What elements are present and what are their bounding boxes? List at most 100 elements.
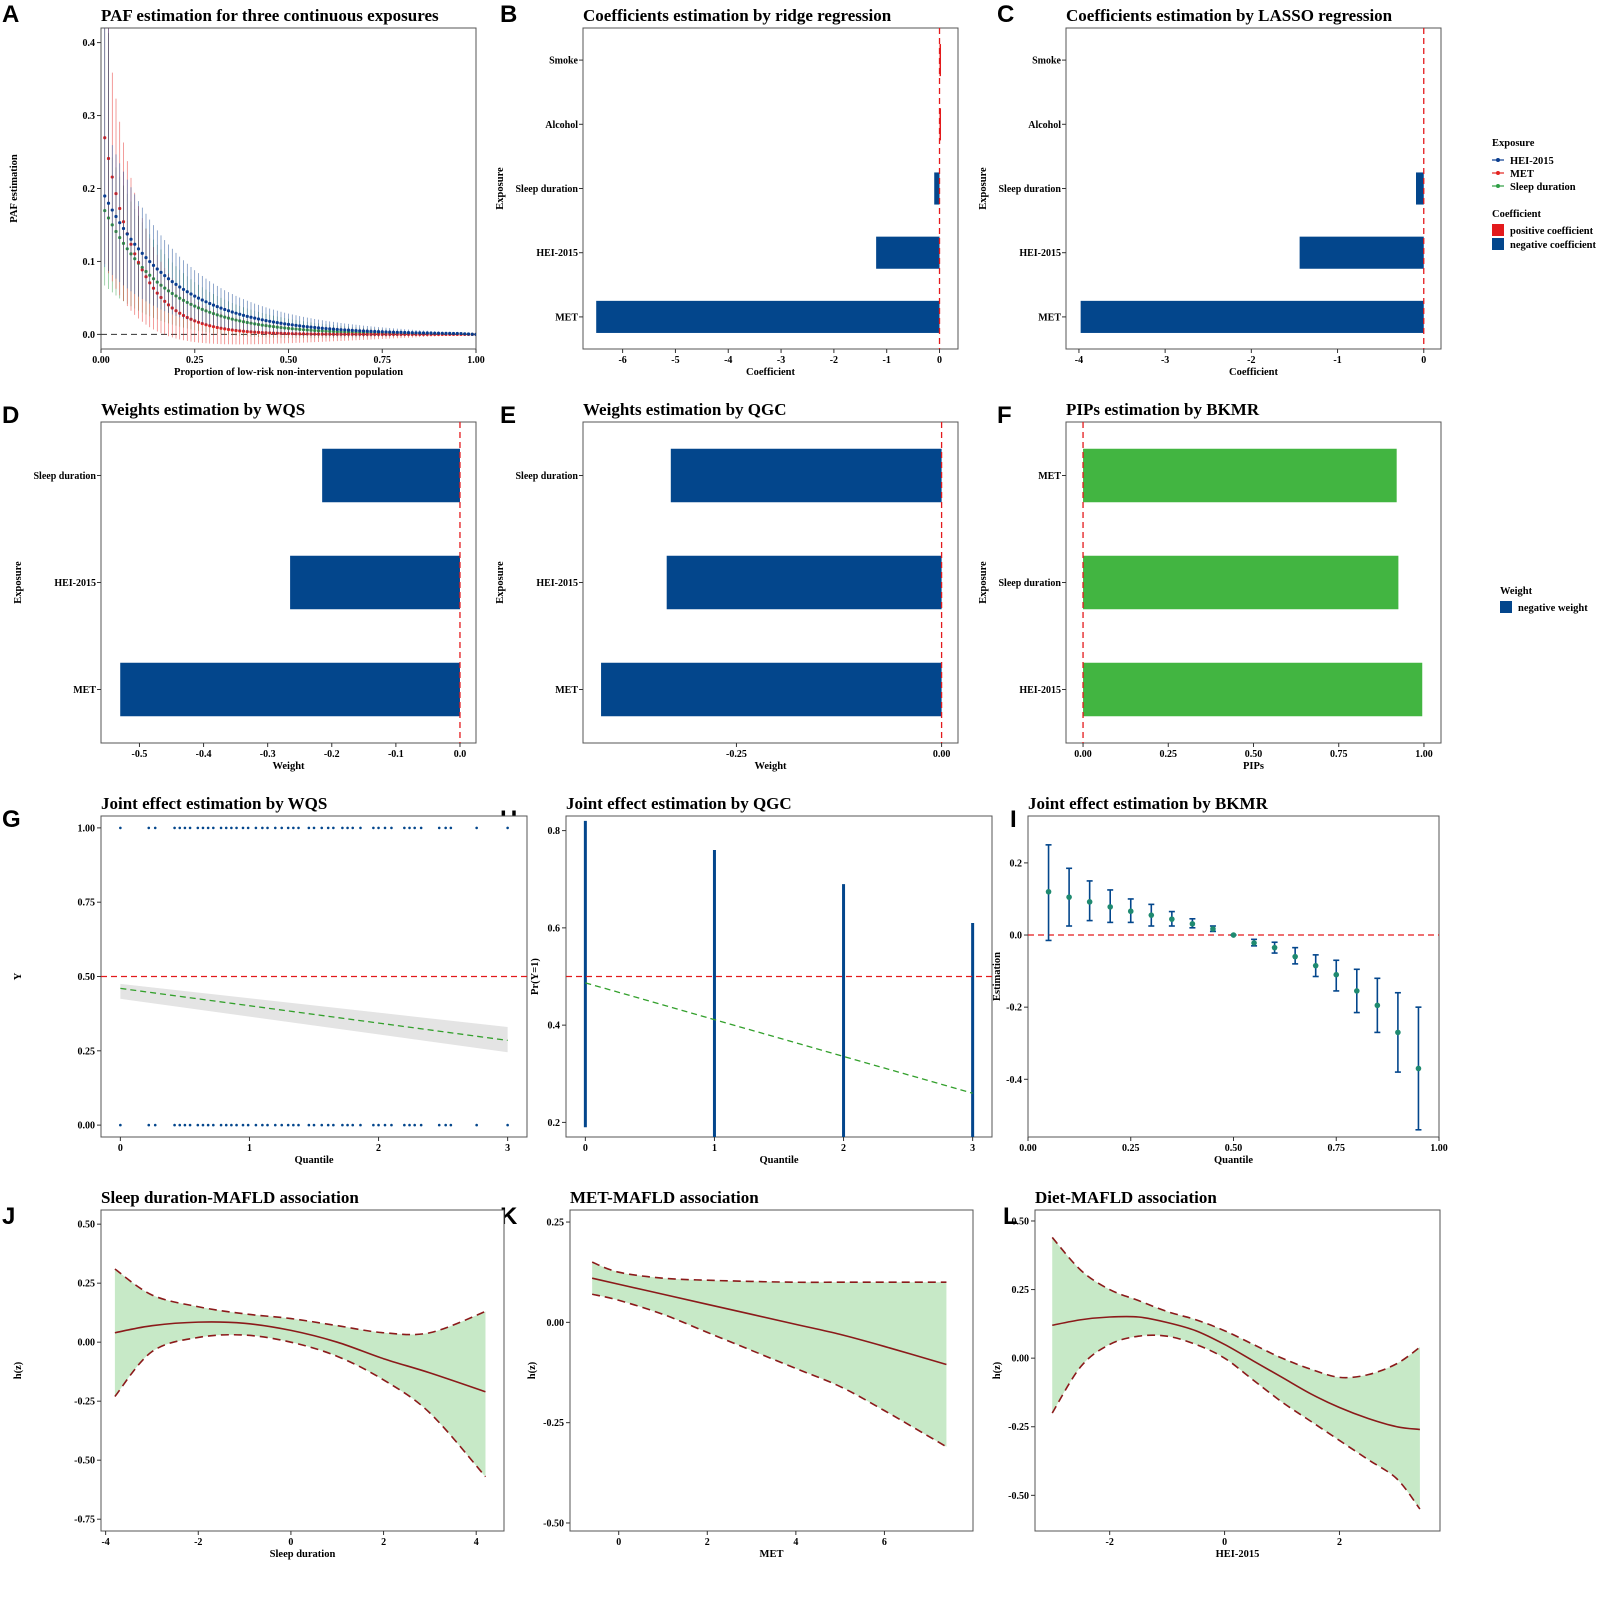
y-tick-label: -0.2 [1006, 1003, 1022, 1014]
legend-label-sleep: Sleep duration [1510, 182, 1576, 193]
x-tick-label: -0.4 [196, 749, 212, 760]
data-point [279, 321, 283, 325]
bar-sleep-duration [934, 172, 940, 205]
category-label: Alcohol [545, 120, 578, 131]
observation-point [266, 1123, 269, 1127]
x-tick-label: 0.00 [933, 749, 951, 760]
legend-weight: Weight negative weight [1500, 586, 1588, 614]
x-tick-label: -0.1 [388, 749, 404, 760]
x-tick-label: 0 [288, 1537, 293, 1548]
y-tick-label: -0.25 [1008, 1422, 1029, 1433]
x-tick-label: -6 [618, 355, 626, 366]
x-axis-label: Quantile [294, 1155, 333, 1166]
data-point [200, 298, 204, 302]
data-point [121, 226, 126, 231]
bars [1083, 448, 1423, 717]
category-label: Sleep duration [998, 578, 1061, 589]
x-tick-label: 1 [712, 1143, 717, 1154]
data-point [151, 263, 156, 267]
observation-point [230, 826, 233, 830]
category-label: HEI-2015 [54, 578, 96, 589]
observation-point [266, 826, 269, 830]
y-axis-label: Estimation [992, 952, 1003, 1001]
data-point [166, 277, 171, 281]
x-tick-label: 0 [118, 1143, 123, 1154]
data-point [148, 259, 152, 264]
observation-point [254, 826, 258, 830]
observation-point [312, 1123, 316, 1127]
observation-point [372, 826, 375, 830]
y-tick-label: 0.4 [548, 1021, 561, 1032]
y-axis-label: h(z) [13, 1361, 24, 1379]
data-point [399, 330, 403, 335]
observation-point [153, 1123, 157, 1127]
data-point [253, 316, 257, 320]
x-axis-label: MET [760, 1549, 784, 1560]
x-tick-label: -1 [1333, 355, 1341, 366]
data-point [444, 331, 448, 335]
estimate-point [1210, 926, 1216, 932]
category-label: Sleep duration [998, 184, 1061, 195]
data-point [361, 329, 366, 333]
bar-sleep-duration [1083, 555, 1399, 610]
data-point [331, 327, 336, 331]
panel-letter-j: J [2, 1203, 15, 1230]
data-point [215, 325, 219, 330]
y-tick-label: 1.00 [78, 823, 96, 834]
observation-point [178, 1123, 182, 1127]
estimate-point [1271, 944, 1278, 951]
legend-swatch-negative-weight [1500, 601, 1512, 613]
data-point [136, 247, 141, 251]
data-point [354, 328, 358, 333]
x-tick-label: 2 [381, 1537, 386, 1548]
estimate-point [1169, 916, 1175, 922]
observation-point [147, 1123, 151, 1127]
panel-j: Sleep duration-MAFLD association -4 -2 0 2 4 -… [13, 1188, 505, 1560]
data-point [219, 306, 223, 310]
observation-point [326, 1123, 330, 1127]
observations [119, 826, 509, 1127]
x-axis-label: Weight [272, 761, 305, 772]
category-label: Sleep duration [33, 471, 96, 482]
x-tick-label: -3 [777, 355, 785, 366]
x-tick-label: 0 [937, 355, 942, 366]
data-point [433, 331, 437, 335]
y-axis-label: h(z) [992, 1361, 1003, 1379]
observation-point [153, 826, 157, 830]
panel-letter-e: E [500, 402, 516, 429]
y-tick-label: 0.00 [547, 1318, 565, 1329]
series-hei-2015 [103, 28, 476, 337]
observation-point [408, 826, 411, 830]
observation-point [390, 826, 393, 830]
y-tick-label: -0.4 [1006, 1075, 1022, 1086]
upper-bound-line [1051, 1236, 1421, 1379]
data-point [140, 251, 144, 255]
panel-title: Weights estimation by WQS [101, 400, 305, 419]
x-tick-label: -5 [671, 355, 679, 366]
category-label: HEI-2015 [1019, 685, 1061, 696]
x-tick-label: 0.75 [1330, 749, 1348, 760]
x-axis-label: Coefficient [746, 367, 795, 378]
observation-point [230, 1123, 233, 1127]
observation-point [419, 1123, 423, 1127]
data-point [309, 325, 313, 329]
y-tick-label: -0.25 [543, 1418, 564, 1429]
panel-letter-b: B [500, 1, 517, 28]
observation-point [377, 826, 380, 830]
bar-smoke [939, 44, 942, 77]
observation-point [206, 826, 210, 830]
data-point [346, 328, 351, 332]
observation-point [307, 826, 311, 830]
estimate-point [1189, 921, 1196, 927]
data-point [421, 331, 426, 335]
observation-point [359, 826, 362, 830]
x-tick-label: -3 [1161, 355, 1169, 366]
data-point [470, 332, 474, 336]
legend-label-hei: HEI-2015 [1510, 156, 1554, 167]
x-tick-label: 0.00 [1074, 749, 1092, 760]
data-point [211, 303, 216, 307]
data-point [181, 287, 186, 292]
observation-point [173, 826, 176, 830]
credible-band [1052, 1237, 1420, 1510]
